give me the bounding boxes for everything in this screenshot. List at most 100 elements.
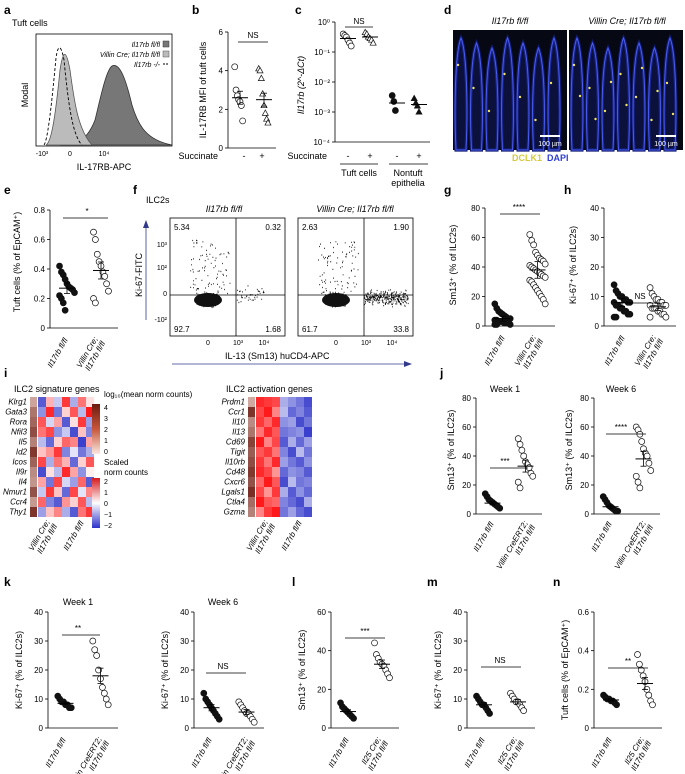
panel-m-significance: NS xyxy=(494,656,505,665)
hm2-cell-8-1 xyxy=(264,477,272,487)
legend-bar-log xyxy=(92,404,100,454)
hm2-rowbar-8 xyxy=(248,477,255,487)
hm2-cell-8-2 xyxy=(272,477,280,487)
hm2-cell-2-4 xyxy=(288,417,296,427)
hm1-row-3: Nfil3 xyxy=(11,428,28,437)
panel-g-ylabel: Sm13⁺ (% of ILC2s) xyxy=(448,225,458,306)
panel-k1-title: Week 1 xyxy=(63,597,93,607)
panel-m-ytick-4: 40 xyxy=(453,608,462,617)
legend-log-tick-0: 4 xyxy=(104,405,108,412)
panel-c-ytick-2: 10⁻² xyxy=(314,78,330,87)
panel-b-point-1-2 xyxy=(257,74,265,81)
legend-scaled-tick-0: 2 xyxy=(104,479,108,486)
hm1-cell-5-0 xyxy=(38,447,46,457)
flow-plot-frame-0 xyxy=(169,217,286,337)
panel-c-ytick-1: 10⁻³ xyxy=(314,108,330,117)
panel-b-point-0-6 xyxy=(239,117,246,125)
hm1-cell-5-6 xyxy=(86,447,94,457)
hm1-row-7: Il9r xyxy=(16,468,27,477)
panel-g-point-0-17 xyxy=(506,321,514,328)
villus-edge-0-1 xyxy=(470,41,483,151)
panel-e-chart: Tuft cells (% of EpCAM⁺) * 0 0.2 0.4 0.6 0.8… xyxy=(12,206,118,372)
panel-k1-ytick-0: 0 xyxy=(39,724,44,733)
flow-density-core-0 xyxy=(194,293,222,307)
villus-edge-1-3 xyxy=(617,36,630,151)
panel-c-group-0: Tuft cells xyxy=(341,168,377,178)
legend-scaled-tick-3: −1 xyxy=(104,512,112,519)
tuft-cell-1-0-1 xyxy=(578,94,582,98)
hm1-cell-2-1 xyxy=(46,417,54,427)
hm2-colgroup-1: Il17rb fl/fl xyxy=(280,519,304,552)
hm2-cell-3-4 xyxy=(288,427,296,437)
panel-letter-d: d xyxy=(444,3,451,17)
panel-h-ytick-3: 30 xyxy=(590,234,599,243)
panel-d-micrographs: Il17rb fl/fl Villin Cre; Il17rb fl/fl 10… xyxy=(453,16,683,163)
hm2-row-0: Prdm1 xyxy=(221,398,245,407)
panel-letter-j: j xyxy=(439,366,443,380)
panel-h-point-1-0 xyxy=(646,284,654,291)
hm2-cell-10-4 xyxy=(288,497,296,507)
hm2-cell-9-0 xyxy=(256,487,264,497)
legend-log-tick-1: 3 xyxy=(104,416,108,423)
hm1-rowbar-6 xyxy=(30,457,37,467)
panel-k2-point-0-8 xyxy=(215,715,223,723)
micrograph-label-1: Villin Cre; Il17rb fl/fl xyxy=(588,16,666,26)
hm2-cell-8-4 xyxy=(288,477,296,487)
panel-j2-point-1-7 xyxy=(645,459,653,467)
panel-j1-ytick-2: 40 xyxy=(462,452,471,461)
hm1-cell-7-3 xyxy=(62,467,70,477)
hm1-rowbar-1 xyxy=(30,407,37,417)
hm1-cell-7-1 xyxy=(46,467,54,477)
panel-g-ytick-2: 40 xyxy=(471,263,480,272)
quad-LR-1: 33.8 xyxy=(393,325,409,334)
panel-e-point-0-11 xyxy=(59,299,67,307)
panel-b-xcat-0: - xyxy=(243,151,246,161)
panel-h-point-0-0 xyxy=(610,281,618,289)
hm2-row-8: Cxcr6 xyxy=(224,478,245,487)
panel-c-ytick-4: 10⁰ xyxy=(318,18,330,27)
hm2-cell-7-4 xyxy=(288,467,296,477)
hm1-cell-6-2 xyxy=(54,457,62,467)
hm2-cell-0-2 xyxy=(272,397,280,407)
hm1-cell-10-0 xyxy=(38,497,46,507)
hm2-cell-1-1 xyxy=(264,407,272,417)
panel-n-chart: Tuft cells (% of EpCAM⁺) ** 0 0.2 0.4 0.6 Il… xyxy=(560,608,662,772)
panel-b-ytick-2: 4 xyxy=(219,67,224,76)
panel-n-ytick-1: 0.2 xyxy=(578,685,590,694)
panel-c-xlabel-0: - xyxy=(347,151,350,161)
panel-c-point-3-3 xyxy=(415,108,423,115)
hm1-cell-4-4 xyxy=(70,437,78,447)
hm1-cell-0-0 xyxy=(38,397,46,407)
panel-g-ytick-3: 60 xyxy=(471,234,480,243)
panel-c-ytick-0: 10⁻⁴ xyxy=(313,138,330,147)
hm2-cell-9-4 xyxy=(288,487,296,497)
quad-UL-0: 5.34 xyxy=(174,223,190,232)
panel-f-ylabel: Ki-67-FITC xyxy=(134,253,144,298)
legend-scaled-tick-2: 0 xyxy=(104,501,108,508)
panel-h-ytick-4: 40 xyxy=(590,204,599,213)
hm2-cell-8-5 xyxy=(296,477,304,487)
panel-k2-ytick-1: 10 xyxy=(180,695,189,704)
panel-b-point-0-1 xyxy=(232,86,240,94)
hm2-cell-4-1 xyxy=(264,437,272,447)
hm2-row-3: Il13 xyxy=(232,428,245,437)
panel-c-group-1-line1: Nontuft xyxy=(393,168,423,178)
panel-letter-i: i xyxy=(4,366,7,380)
panel-c-point-3-0 xyxy=(410,94,418,102)
panel-j-week1-chart: Week 1 Sm13⁺ (% of ILC2s) *** 0 20 40 60 80 I… xyxy=(446,384,542,571)
panel-k1-point-1-6 xyxy=(100,689,108,697)
panel-n-point-0-7 xyxy=(613,701,620,709)
hm1-cell-10-1 xyxy=(46,497,54,507)
panel-e-point-1-1 xyxy=(92,236,99,243)
legend-entry-0: Il17rb fl/fl xyxy=(132,42,161,49)
panel-k1-point-1-2 xyxy=(93,652,101,659)
hm2-cell-11-5 xyxy=(296,507,304,517)
tuft-cell-1-4-1 xyxy=(640,66,644,70)
hm2-cell-1-2 xyxy=(272,407,280,417)
panel-h-xcat-1: Villin Cre;Il17rb fl/fl xyxy=(633,333,666,372)
hm1-cell-10-2 xyxy=(54,497,62,507)
legend-bar-scaled xyxy=(92,478,100,528)
panel-j1-ytick-0: 0 xyxy=(467,510,472,519)
legend-log-tick-4: 0 xyxy=(104,449,108,456)
